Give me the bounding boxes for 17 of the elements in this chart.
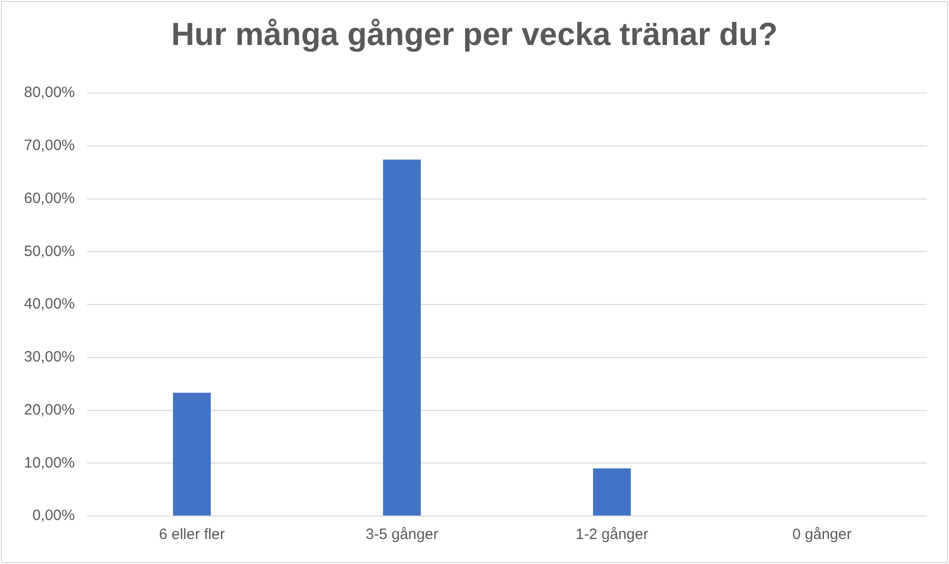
- y-tick-label: 30,00%: [24, 348, 75, 366]
- bar: [593, 468, 631, 516]
- y-tick-label: 50,00%: [24, 242, 75, 260]
- chart-title: Hur många gånger per vecka tränar du?: [170, 16, 779, 53]
- y-tick-label: 20,00%: [24, 401, 75, 418]
- x-tick-label: 0 gånger: [792, 526, 852, 544]
- bar: [383, 160, 421, 516]
- y-tick-label: 10,00%: [24, 454, 75, 472]
- y-tick-label: 80,00%: [24, 84, 75, 102]
- y-tick-label: 60,00%: [24, 190, 75, 207]
- y-tick-label: 70,00%: [24, 137, 75, 154]
- x-tick-label: 6 eller fler: [158, 526, 225, 544]
- x-tick-label: 3-5 gånger: [366, 526, 438, 544]
- y-tick-label: 40,00%: [24, 296, 75, 313]
- x-tick-label: 1-2 gånger: [576, 526, 648, 544]
- y-tick-label: 0,00%: [32, 507, 75, 524]
- bar: [172, 392, 211, 516]
